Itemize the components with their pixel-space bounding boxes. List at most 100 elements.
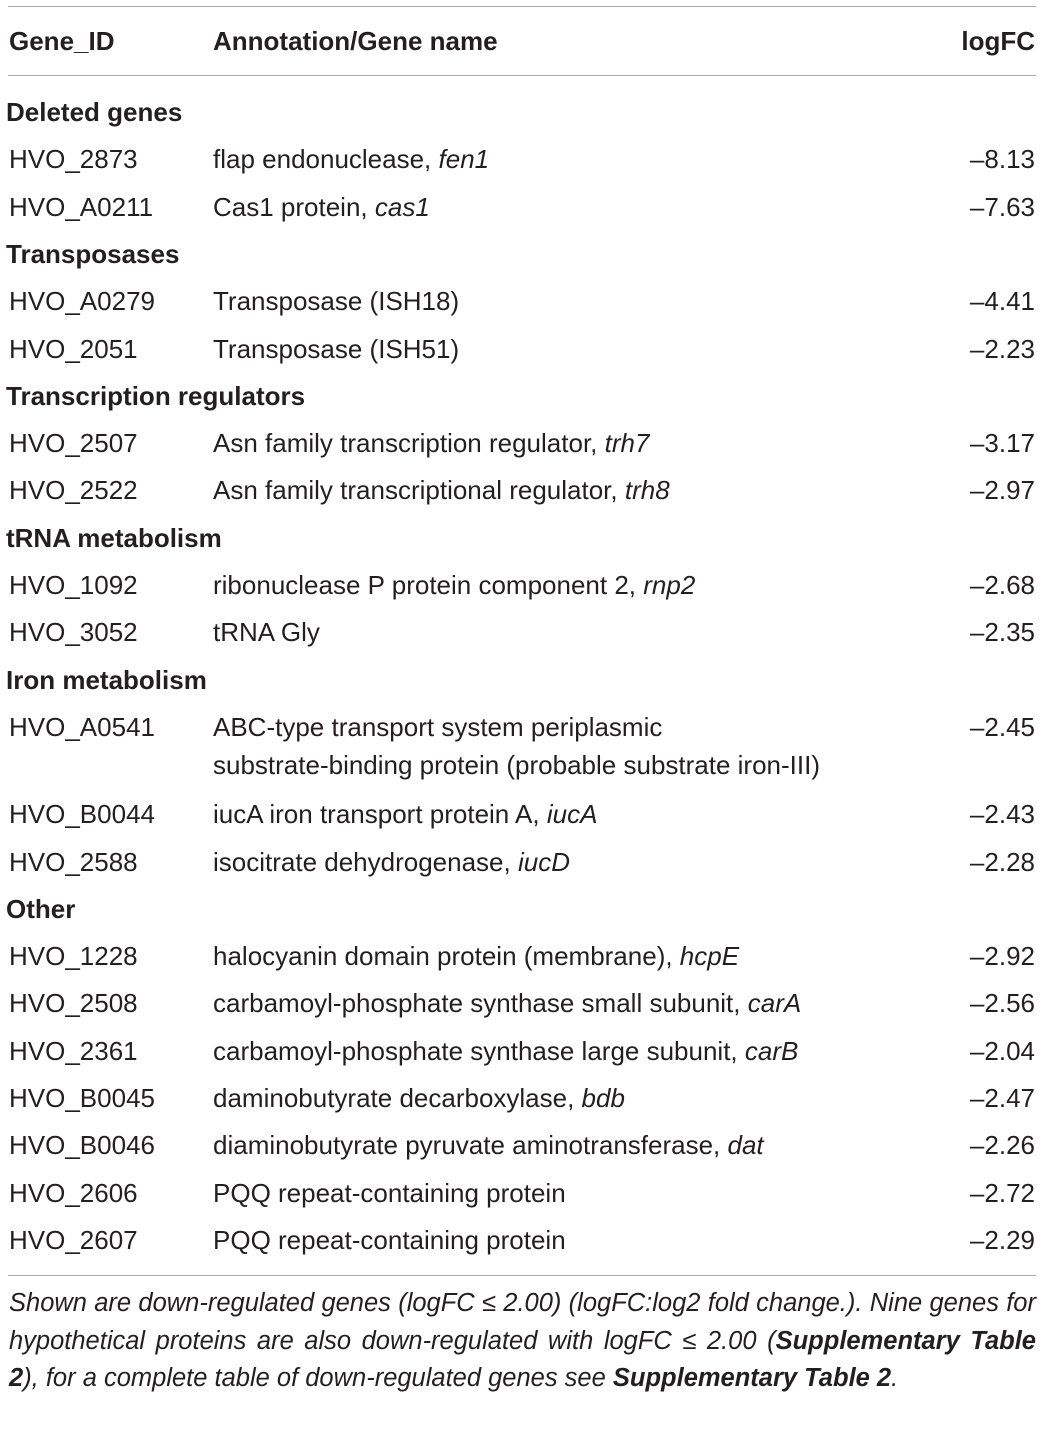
gene-name: iucA xyxy=(546,799,598,830)
annotation-line: Asn family transcriptional regulator, tr… xyxy=(213,471,913,509)
logfc-cell: –2.68 xyxy=(969,570,1035,600)
annotation-cell: Transposase (ISH18) xyxy=(213,282,913,320)
annotation-cell: Asn family transcription regulator, trh7 xyxy=(213,424,913,462)
gene-name: trh7 xyxy=(604,428,650,459)
gene-id-cell: HVO_B0046 xyxy=(9,1130,155,1161)
section-heading: Transposases xyxy=(6,238,180,269)
annotation-text: iucA iron transport protein A, xyxy=(213,799,547,830)
annotation-text: daminobutyrate decarboxylase, xyxy=(213,1083,582,1113)
gene-id-cell: HVO_A0211 xyxy=(9,191,154,222)
annotation-line: PQQ repeat-containing protein xyxy=(213,1174,913,1212)
annotation-line: carbamoyl-phosphate synthase small subun… xyxy=(213,984,913,1022)
logfc-cell: –3.17 xyxy=(969,428,1035,459)
gene-id-cell: HVO_2508 xyxy=(9,988,138,1019)
gene-id-cell: HVO_A0541 xyxy=(9,711,155,742)
annotation-text: Asn family transcriptional regulator, xyxy=(213,475,625,506)
annotation-cell: isocitrate dehydrogenase, iucD xyxy=(213,843,913,881)
logfc-cell: –8.13 xyxy=(969,144,1035,175)
annotation-cell: diaminobutyrate pyruvate aminotransferas… xyxy=(213,1126,913,1164)
annotation-text: Transposase (ISH18) xyxy=(213,286,460,317)
annotation-cell: carbamoyl-phosphate synthase small subun… xyxy=(213,984,913,1022)
annotation-text: carbamoyl-phosphate synthase large subun… xyxy=(213,1035,745,1066)
annotation-cell: halocyanin domain protein (membrane), hc… xyxy=(213,937,913,975)
annotation-line-2: substrate-binding protein (probable subs… xyxy=(213,749,820,780)
logfc-cell: –2.26 xyxy=(969,1130,1035,1161)
gene-id-cell: HVO_3052 xyxy=(9,617,138,648)
annotation-cell: Cas1 protein, cas1 xyxy=(213,188,913,226)
gene-id-cell: HVO_2361 xyxy=(9,1035,138,1066)
logfc-cell: –2.04 xyxy=(969,1035,1035,1066)
annotation-text: tRNA Gly xyxy=(213,617,320,648)
gene-name: hcpE xyxy=(679,941,740,972)
logfc-cell: –2.56 xyxy=(969,988,1035,1019)
logfc-cell: –2.35 xyxy=(969,617,1035,648)
annotation-cell: carbamoyl-phosphate synthase large subun… xyxy=(213,1032,913,1070)
annotation-line: Asn family transcription regulator, trh7 xyxy=(213,424,913,462)
section-heading: Transcription regulators xyxy=(6,380,306,411)
logfc-cell: –2.28 xyxy=(969,846,1035,877)
header-logfc: logFC xyxy=(961,26,1035,56)
annotation-text: ribonuclease P protein component 2, xyxy=(213,570,644,600)
annotation-text: PQQ repeat-containing protein xyxy=(213,1177,566,1208)
annotation-cell: ribonuclease P protein component 2, rnp2 xyxy=(213,566,913,604)
section-heading: Other xyxy=(6,893,76,924)
section-heading: Deleted genes xyxy=(6,97,183,127)
gene-name: dat xyxy=(727,1130,764,1161)
annotation-line: Transposase (ISH18) xyxy=(213,282,913,320)
annotation-text: Cas1 protein, xyxy=(213,191,375,222)
annotation-text: flap endonuclease, xyxy=(213,144,439,175)
gene-id-cell: HVO_B0044 xyxy=(9,799,155,830)
top-rule xyxy=(8,6,1036,7)
footnote-text-1: Shown are down-regulated genes (logFC ≤ … xyxy=(9,1289,1036,1355)
annotation-cell: Asn family transcriptional regulator, tr… xyxy=(213,471,913,509)
annotation-line: daminobutyrate decarboxylase, bdb xyxy=(213,1079,913,1117)
gene-id-cell: HVO_B0045 xyxy=(9,1083,155,1113)
annotation-text: isocitrate dehydrogenase, xyxy=(213,846,518,877)
annotation-line: diaminobutyrate pyruvate aminotransferas… xyxy=(213,1126,913,1164)
gene-id-cell: HVO_1092 xyxy=(9,570,138,600)
annotation-text: Transposase (ISH51) xyxy=(213,333,460,364)
logfc-cell: –2.97 xyxy=(969,475,1035,506)
gene-name: cas1 xyxy=(374,191,430,222)
gene-id-cell: HVO_2522 xyxy=(9,475,138,506)
header-annotation: Annotation/Gene name xyxy=(213,26,498,56)
annotation-cell: PQQ repeat-containing protein xyxy=(213,1221,913,1259)
annotation-cell: ABC-type transport system periplasmic sub… xyxy=(213,708,913,784)
annotation-line: isocitrate dehydrogenase, iucD xyxy=(213,843,913,881)
footnote-text-2: ), for a complete table of down-regulate… xyxy=(23,1364,613,1392)
annotation-cell: tRNA Gly xyxy=(213,613,913,651)
annotation-text: Asn family transcription regulator, xyxy=(213,428,605,459)
logfc-cell: –2.92 xyxy=(969,941,1035,972)
table-footnote: Shown are down-regulated genes (logFC ≤ … xyxy=(9,1285,1036,1398)
annotation-cell: iucA iron transport protein A, iucA xyxy=(213,795,913,833)
annotation-cell: daminobutyrate decarboxylase, bdb xyxy=(213,1079,913,1117)
annotation-line: Cas1 protein, cas1 xyxy=(213,188,913,226)
gene-name: trh8 xyxy=(624,475,670,506)
footnote-text-3: . xyxy=(891,1364,899,1392)
gene-name: rnp2 xyxy=(643,570,696,600)
annotation-line: ribonuclease P protein component 2, rnp2 xyxy=(213,566,913,604)
gene-id-cell: HVO_2051 xyxy=(9,333,138,364)
logfc-cell: –7.63 xyxy=(969,191,1035,222)
header-gene-id: Gene_ID xyxy=(9,26,115,56)
annotation-line: tRNA Gly xyxy=(213,613,913,651)
gene-id-cell: HVO_2607 xyxy=(9,1224,138,1255)
section-heading: tRNA metabolism xyxy=(6,522,222,553)
logfc-cell: –4.41 xyxy=(969,286,1035,317)
gene-id-cell: HVO_2588 xyxy=(9,846,138,877)
gene-name: iucD xyxy=(517,846,570,877)
annotation-text: PQQ repeat-containing protein xyxy=(213,1224,566,1255)
annotation-text: carbamoyl-phosphate synthase small subun… xyxy=(213,988,748,1019)
annotation-cell: Transposase (ISH51) xyxy=(213,330,913,368)
gene-name: bdb xyxy=(581,1083,625,1113)
gene-id-cell: HVO_2606 xyxy=(9,1177,138,1208)
logfc-cell: –2.43 xyxy=(969,799,1035,830)
section-heading: Iron metabolism xyxy=(6,664,207,695)
logfc-cell: –2.72 xyxy=(969,1177,1035,1208)
annotation-text: diaminobutyrate pyruvate aminotransferas… xyxy=(213,1130,728,1161)
logfc-cell: –2.23 xyxy=(969,333,1035,364)
logfc-cell: –2.29 xyxy=(969,1224,1035,1255)
annotation-line: PQQ repeat-containing protein xyxy=(213,1221,913,1259)
annotation-line: halocyanin domain protein (membrane), hc… xyxy=(213,937,913,975)
gene-id-cell: HVO_2507 xyxy=(9,428,138,459)
